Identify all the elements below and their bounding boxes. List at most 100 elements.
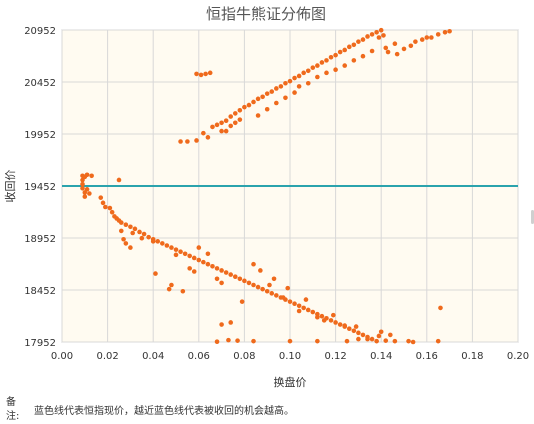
data-point (353, 324, 359, 329)
data-point (267, 282, 272, 288)
data-point (331, 312, 336, 318)
data-point (287, 299, 293, 304)
data-point (235, 338, 240, 343)
data-point (356, 336, 361, 342)
data-point (264, 288, 270, 294)
data-point (260, 286, 265, 292)
data-point (274, 86, 279, 91)
data-point (82, 194, 88, 199)
y-tick-label: 20952 (24, 26, 56, 37)
data-point (191, 255, 197, 261)
data-point (146, 234, 151, 240)
data-point (381, 33, 386, 38)
data-point (255, 113, 261, 118)
data-point (315, 314, 320, 320)
data-point (296, 308, 302, 314)
data-point (360, 37, 366, 42)
data-point (169, 245, 174, 250)
data-point (383, 338, 389, 343)
data-point (283, 95, 288, 101)
data-point (141, 231, 147, 237)
data-point (378, 27, 384, 33)
data-point (194, 138, 199, 143)
data-point (269, 89, 275, 94)
y-tick-label: 18952 (24, 234, 56, 245)
data-point (305, 307, 311, 313)
data-point (346, 326, 352, 331)
data-point (292, 90, 297, 95)
data-point (388, 332, 393, 338)
data-point (180, 288, 186, 294)
data-point (287, 338, 293, 344)
data-point (237, 107, 243, 113)
data-point (107, 205, 113, 211)
data-point (228, 114, 234, 119)
data-point (153, 271, 158, 276)
data-point (237, 117, 243, 122)
data-point (228, 272, 234, 277)
data-point (251, 338, 256, 344)
data-point (219, 268, 224, 273)
data-point (310, 65, 316, 70)
data-point (283, 80, 288, 86)
data-point (196, 245, 202, 250)
data-point (160, 241, 165, 246)
data-point (392, 338, 398, 344)
data-point (360, 53, 366, 59)
data-point (315, 74, 320, 80)
data-point (333, 320, 338, 325)
chart-title: 恒指牛熊证分佈图 (206, 5, 326, 23)
data-point (369, 48, 375, 54)
data-point (278, 84, 284, 89)
data-point (296, 84, 302, 89)
data-point (187, 266, 192, 271)
data-point (351, 58, 357, 63)
data-point (315, 63, 320, 68)
data-point (214, 276, 220, 282)
y-axis-title: 收回价 (3, 170, 17, 203)
data-point (296, 73, 302, 79)
x-tick-label: 0.02 (96, 351, 118, 362)
data-point (214, 339, 220, 344)
data-point (310, 309, 316, 315)
data-point (166, 286, 172, 292)
data-point (351, 328, 357, 334)
data-point (365, 34, 370, 39)
data-point (413, 39, 418, 44)
data-point (251, 99, 256, 105)
data-point (374, 338, 379, 344)
data-point (429, 35, 434, 40)
data-point (198, 72, 204, 78)
data-point (315, 338, 320, 344)
data-point (137, 229, 142, 235)
data-point (210, 263, 215, 269)
data-point (103, 204, 108, 210)
y-tick-label: 18452 (24, 286, 56, 297)
data-points (80, 27, 452, 345)
data-point (251, 282, 256, 288)
y-tick-label: 19952 (24, 130, 56, 141)
data-point (419, 37, 425, 42)
y-tick-label: 19452 (24, 182, 56, 193)
data-point (258, 268, 263, 273)
data-point (130, 230, 135, 236)
data-point (164, 243, 170, 248)
data-point (376, 333, 382, 339)
x-tick-label: 0.06 (188, 351, 210, 362)
data-point (98, 195, 104, 200)
data-point (356, 39, 361, 44)
data-point (324, 58, 329, 63)
x-tick-label: 0.20 (507, 351, 529, 362)
data-point (337, 322, 343, 327)
data-point (301, 70, 306, 76)
data-point (182, 251, 188, 257)
data-point (442, 29, 448, 35)
scroll-edge[interactable] (531, 210, 534, 224)
data-point (401, 46, 407, 52)
data-point (109, 209, 115, 215)
data-point (219, 120, 224, 126)
data-point (89, 173, 94, 179)
data-point (207, 70, 213, 76)
data-point (226, 337, 231, 343)
data-point (356, 330, 361, 336)
